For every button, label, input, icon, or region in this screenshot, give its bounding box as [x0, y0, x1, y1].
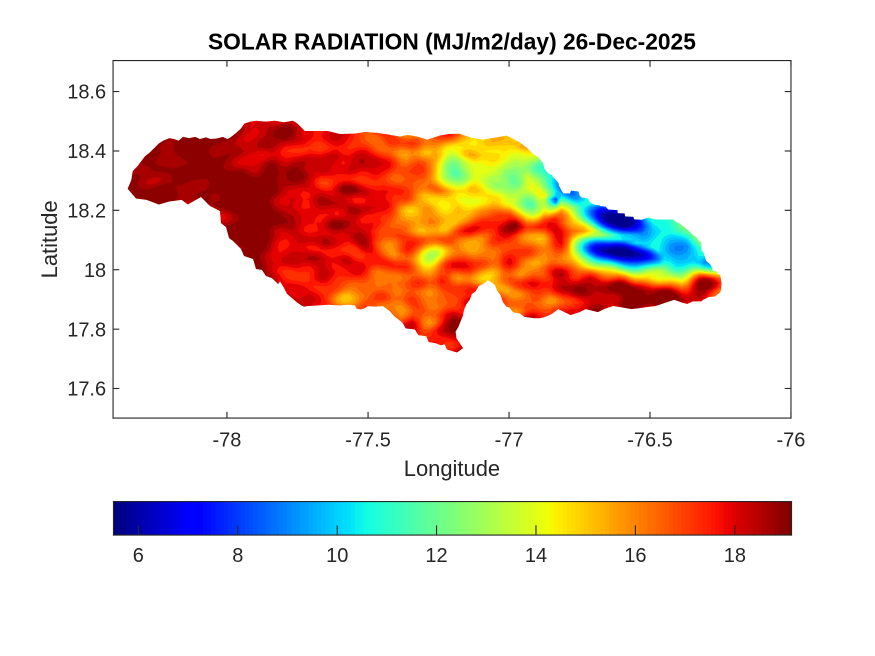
svg-text:17.8: 17.8: [67, 319, 106, 341]
svg-text:-77: -77: [495, 429, 524, 451]
svg-text:-77.5: -77.5: [345, 429, 391, 451]
svg-text:8: 8: [232, 545, 243, 567]
svg-text:-76.5: -76.5: [627, 429, 673, 451]
svg-text:Longitude: Longitude: [404, 456, 500, 481]
svg-text:6: 6: [133, 545, 144, 567]
svg-text:18.2: 18.2: [67, 201, 106, 223]
svg-text:18.6: 18.6: [67, 82, 106, 104]
svg-text:Latitude: Latitude: [37, 200, 62, 278]
svg-text:18: 18: [84, 260, 106, 282]
svg-text:SOLAR RADIATION (MJ/m2/day) 26: SOLAR RADIATION (MJ/m2/day) 26-Dec-2025: [208, 28, 696, 54]
svg-text:17.6: 17.6: [67, 379, 106, 401]
svg-text:16: 16: [624, 545, 646, 567]
svg-text:18: 18: [724, 545, 746, 567]
svg-text:12: 12: [425, 545, 447, 567]
svg-text:18.4: 18.4: [67, 141, 106, 163]
svg-text:14: 14: [525, 545, 547, 567]
svg-text:10: 10: [326, 545, 348, 567]
svg-text:-76: -76: [777, 429, 806, 451]
svg-text:-78: -78: [212, 429, 241, 451]
